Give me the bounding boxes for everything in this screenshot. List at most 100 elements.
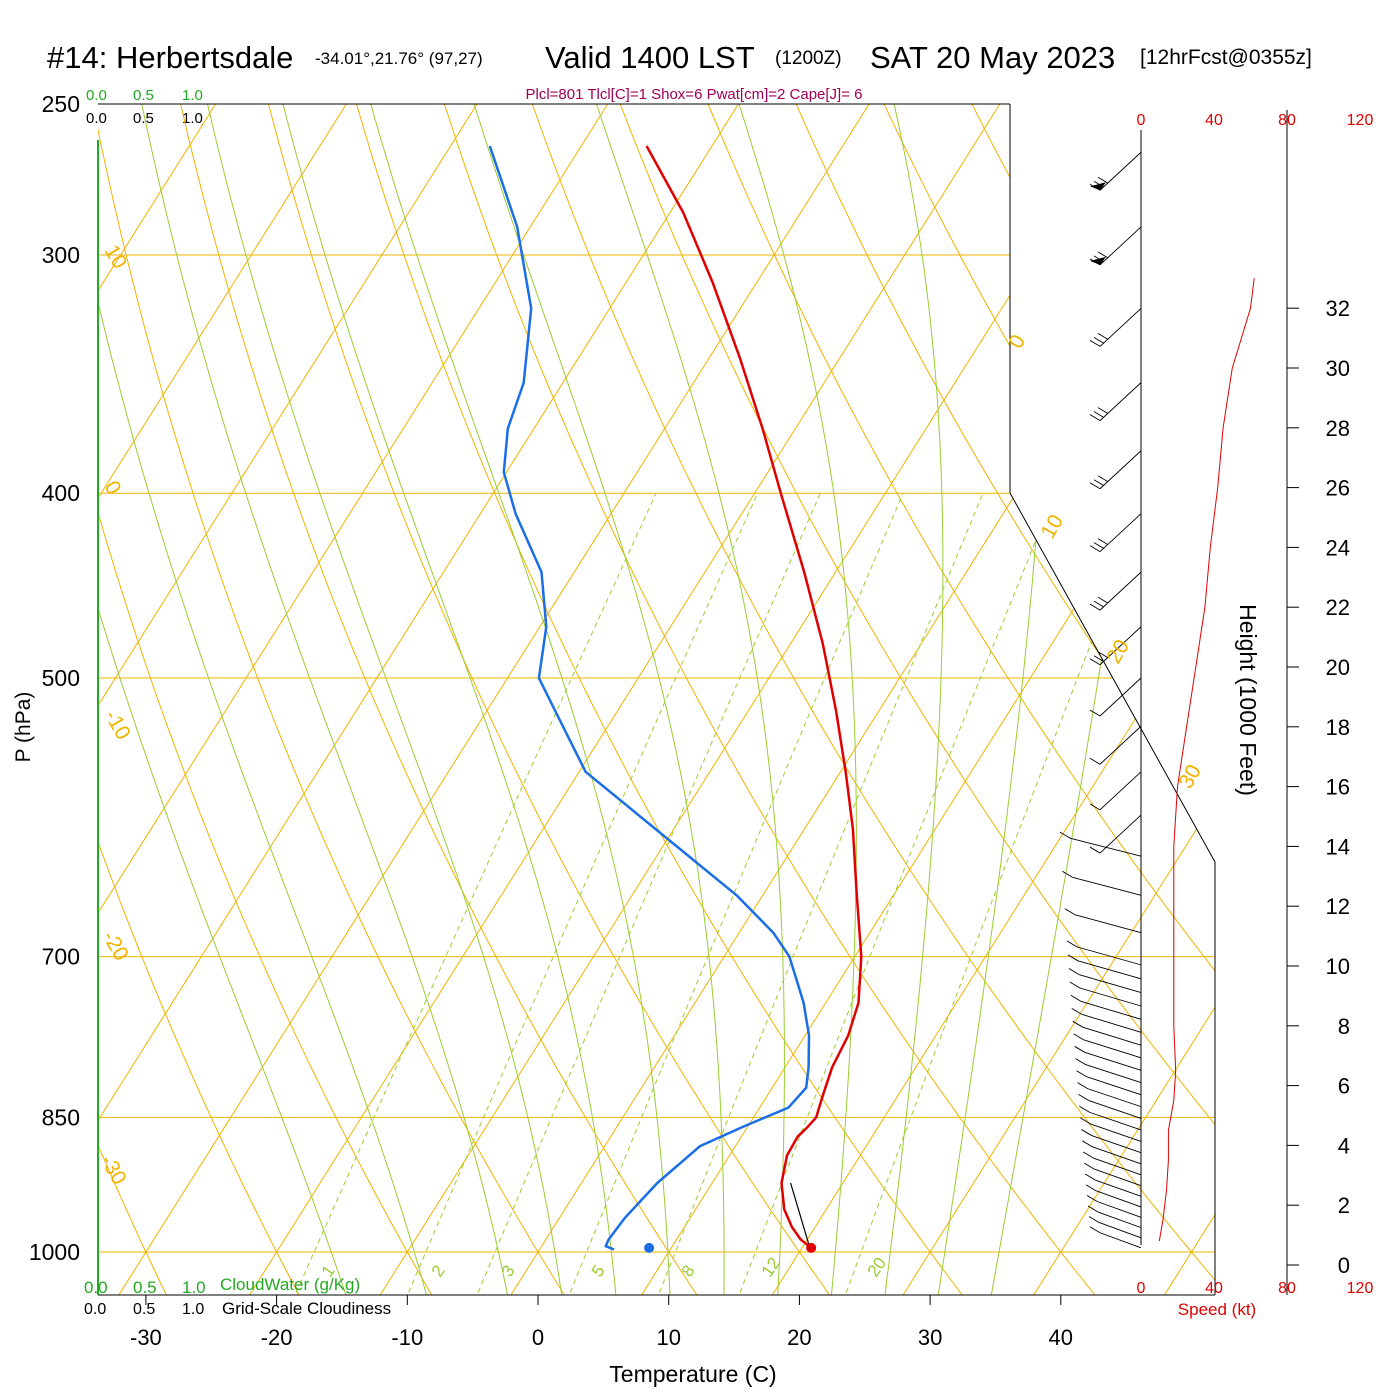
wind-barb [1088, 1216, 1142, 1239]
x-tick-label: 10 [656, 1325, 680, 1350]
moist-adiabat-line [370, 104, 672, 1295]
isotherm-line [1163, 104, 1215, 1295]
surface-temperature-point [806, 1242, 817, 1253]
cloud-scale-label: 0.5 [133, 110, 154, 127]
speed-tick: 120 [1347, 1280, 1374, 1297]
dry-adiabat-line [98, 104, 454, 1295]
mixing-ratio-line [845, 493, 1151, 1293]
cloudwater-scale-top: 0.0 0.5 1.0 [86, 87, 203, 104]
moist-adiabat-line [207, 104, 568, 1295]
isotherm-line [510, 104, 1215, 1295]
y-axis-title: P (hPa) [12, 692, 35, 763]
height-tick-label: 6 [1338, 1074, 1350, 1099]
mixing-ratio-line [739, 493, 1056, 1293]
dry-adiabat-line [520, 104, 1215, 1295]
moist-adiabat-line [282, 104, 620, 1295]
wind-barb [1082, 1140, 1142, 1165]
y-tick-label: 500 [42, 665, 80, 691]
wind-barb [1084, 1173, 1142, 1197]
isotherm-label: -30 [96, 1151, 131, 1189]
dry-adiabat-line [780, 104, 1215, 1295]
isotherm-line [98, 104, 739, 1295]
cloud-scale-label: 0.0 [84, 1278, 108, 1297]
cloudiness-scale-bottom: 0.0 0.5 1.0 Grid-Scale Cloudiness [84, 1299, 391, 1318]
wind-barb [1075, 1058, 1142, 1084]
cloud-scale-label: 0.5 [133, 1278, 157, 1297]
cloud-scale-label: 0.5 [133, 87, 154, 104]
dry-adiabat-line [1303, 70, 1400, 1331]
wind-barbs [1059, 151, 1142, 1249]
isotherm-label: 30 [1174, 761, 1206, 793]
surface-dewpoint-point [644, 1242, 655, 1253]
height-tick-label: 10 [1326, 954, 1350, 979]
mixing-ratio-label: 12 [758, 1254, 784, 1280]
speed-tick: 0 [1137, 112, 1146, 129]
cloud-scale-label: 0.0 [86, 110, 107, 127]
moist-adiabat-line [984, 104, 1171, 1295]
wind-barb [1078, 1094, 1142, 1119]
wind-barb [1072, 1020, 1142, 1046]
cloudwater-legend: CloudWater (g/Kg) [220, 1275, 360, 1294]
dry-adiabat-line [1128, 104, 1215, 1295]
isotherm-line [379, 104, 1131, 1295]
dry-adiabat-line [1390, 70, 1400, 1331]
wind-speed-profile [1158, 278, 1255, 1242]
dry-adiabat-line [867, 104, 1215, 1295]
x-tick-label: -30 [130, 1325, 162, 1350]
moist-adiabat-line [879, 104, 944, 1295]
speed-tick: 40 [1205, 112, 1223, 129]
wind-barb [1089, 771, 1142, 811]
x-tick-label: 30 [918, 1325, 942, 1350]
cloudiness-legend: Grid-Scale Cloudiness [222, 1299, 391, 1318]
speed-tick: 120 [1347, 112, 1374, 129]
height-tick-label: 26 [1326, 476, 1350, 501]
moist-adiabat-line [473, 104, 725, 1295]
wind-barb [1073, 1033, 1142, 1059]
moist-adiabat-line [98, 152, 437, 1295]
dry-adiabat-line [259, 104, 857, 1295]
mixing-ratio-line [659, 493, 984, 1293]
background-lines [98, 70, 1400, 1331]
height-tick-label: 18 [1326, 715, 1350, 740]
wind-barb [1089, 513, 1142, 553]
speed-tick: 80 [1278, 112, 1296, 129]
plot-frame [97, 103, 1216, 1296]
dry-adiabat-line [346, 104, 991, 1295]
station-title: #14: Herbertsdale [47, 40, 293, 75]
y-tick-label: 250 [42, 91, 80, 117]
y-tick-label: 1000 [29, 1239, 80, 1265]
mixing-ratio-label: 5 [588, 1262, 609, 1281]
wind-barb [1089, 308, 1142, 347]
mixing-ratio-line [295, 492, 657, 1293]
height-tick-label: 14 [1326, 834, 1350, 859]
dry-adiabat-line [607, 104, 1215, 1295]
speed-tick: 80 [1278, 1280, 1296, 1297]
isotherm-line [98, 104, 347, 1295]
cloud-scale-label: 1.0 [182, 1278, 206, 1297]
wind-barb [1064, 908, 1142, 934]
wind-barb [1089, 226, 1142, 266]
valid-date: SAT 20 May 2023 [870, 40, 1115, 75]
isotherm-label: 0 [100, 477, 126, 499]
height-tick-label: 32 [1326, 296, 1350, 321]
axes: -30 -20 -10 0 10 20 30 402503004005007008501000… [29, 91, 1350, 1350]
moist-adiabat-line [98, 241, 359, 1295]
isotherm-line [902, 104, 1215, 1295]
height-tick-label: 4 [1338, 1133, 1350, 1158]
wind-barb [1084, 1162, 1142, 1187]
wind-barb [1089, 382, 1142, 422]
cloud-scale-label: 0.5 [133, 1301, 155, 1318]
isotherm-line [1295, 104, 1400, 1295]
wind-barb [1077, 1082, 1142, 1108]
moist-adiabat-line [738, 104, 857, 1295]
height-tick-label: 12 [1326, 894, 1350, 919]
y-tick-label: 850 [42, 1104, 80, 1130]
cloud-scale-label: 1.0 [182, 87, 203, 104]
height-tick-label: 28 [1326, 416, 1350, 441]
wind-barb [1079, 1105, 1142, 1131]
mixing-ratio-label: 8 [678, 1262, 699, 1281]
x-tick-label: 0 [532, 1325, 544, 1350]
mixing-ratio-label: 2 [428, 1262, 449, 1281]
